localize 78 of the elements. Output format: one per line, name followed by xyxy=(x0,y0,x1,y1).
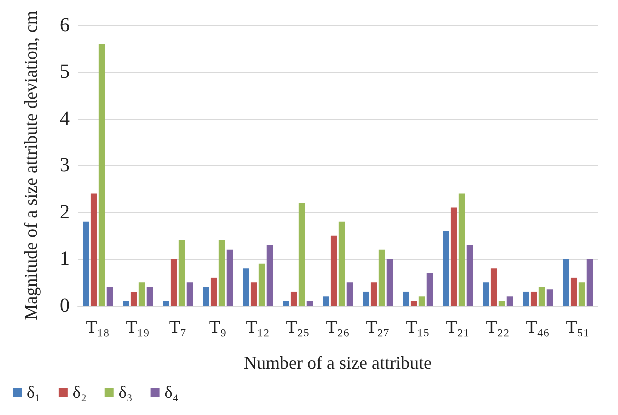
y-tick-label: 6 xyxy=(60,14,70,36)
bar xyxy=(130,292,138,306)
bar xyxy=(243,268,250,306)
bar xyxy=(458,194,466,306)
x-tick-label: T₂₅ xyxy=(286,317,310,337)
x-tick-label: T₁₂ xyxy=(246,317,270,337)
bar xyxy=(146,287,153,306)
bar xyxy=(266,245,273,306)
bar xyxy=(106,287,113,306)
bar xyxy=(403,292,410,306)
bar xyxy=(410,301,418,306)
x-tick-label: T₁₉ xyxy=(126,317,150,337)
x-tick-label: T₄₆ xyxy=(526,317,550,337)
bar xyxy=(570,278,578,306)
bar xyxy=(466,245,473,306)
bar xyxy=(586,259,593,306)
bar xyxy=(163,301,170,306)
bar xyxy=(210,278,218,306)
bar xyxy=(178,240,186,306)
legend-label: δ₁ xyxy=(27,383,41,402)
x-tick-label: T₅₁ xyxy=(566,317,590,337)
x-tick-label: T₉ xyxy=(209,317,227,337)
bar xyxy=(523,292,530,306)
legend-label: δ₄ xyxy=(164,383,179,402)
bar xyxy=(298,203,306,306)
y-tick-label: 2 xyxy=(60,201,70,224)
legend-label: δ₂ xyxy=(72,383,87,402)
x-tick-label: T₂₁ xyxy=(446,317,470,337)
bar xyxy=(98,44,106,306)
y-tick-label: 5 xyxy=(60,61,70,84)
bar xyxy=(450,208,458,306)
x-tick-label: T₂₆ xyxy=(326,317,350,337)
bar xyxy=(203,287,210,306)
bar xyxy=(538,287,546,306)
bar xyxy=(323,296,330,306)
bar xyxy=(563,259,570,306)
y-tick-label: 1 xyxy=(60,248,70,270)
bar xyxy=(530,292,538,306)
bar xyxy=(283,301,290,306)
y-tick-label: 3 xyxy=(60,154,70,177)
bar xyxy=(90,194,98,306)
bar xyxy=(83,222,90,306)
bar xyxy=(330,236,338,306)
bar xyxy=(378,250,386,306)
bar xyxy=(338,222,346,306)
bar xyxy=(123,301,130,306)
bar xyxy=(346,282,353,306)
bar xyxy=(218,240,226,306)
x-axis-title: Number of a size attribute xyxy=(244,353,432,373)
bar xyxy=(386,259,393,306)
x-tick-label: T₁₅ xyxy=(406,317,430,337)
x-tick-label: T₂₇ xyxy=(366,317,390,337)
bar xyxy=(258,264,266,306)
bar xyxy=(363,292,370,306)
y-axis-title: Magnitude of a size attribute deviation, cm xyxy=(21,11,41,320)
bar xyxy=(250,282,258,306)
legend-label: δ₃ xyxy=(118,383,133,402)
bar xyxy=(578,282,586,306)
y-tick-label: 4 xyxy=(60,108,70,130)
bar xyxy=(226,250,233,306)
bar xyxy=(186,282,193,306)
bar xyxy=(170,259,178,306)
bar xyxy=(483,282,490,306)
bar xyxy=(490,268,498,306)
bar xyxy=(418,296,426,306)
bar xyxy=(426,273,433,306)
bar xyxy=(370,282,378,306)
x-tick-label: T₁₈ xyxy=(86,317,110,337)
bar xyxy=(306,301,313,306)
bar xyxy=(443,231,450,306)
bar xyxy=(290,292,298,306)
bar xyxy=(546,290,553,306)
y-tick-label: 0 xyxy=(60,295,70,317)
bar xyxy=(506,296,513,306)
bar xyxy=(138,282,146,306)
x-tick-label: T₇ xyxy=(169,317,187,337)
bar xyxy=(498,301,506,306)
x-tick-label: T₂₂ xyxy=(486,317,510,337)
